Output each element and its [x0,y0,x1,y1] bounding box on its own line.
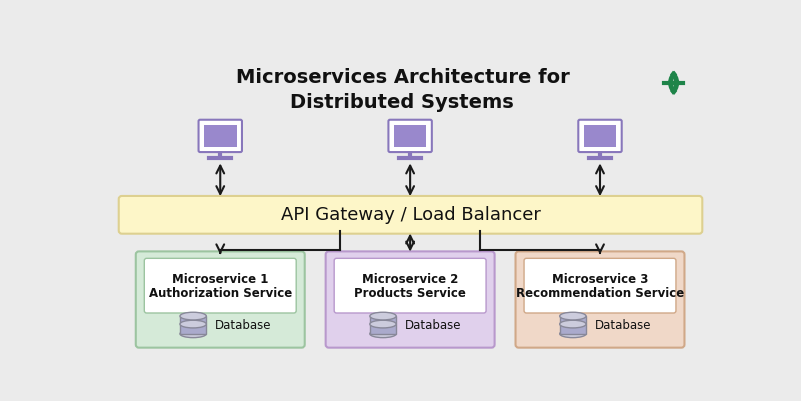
FancyBboxPatch shape [199,120,242,152]
FancyBboxPatch shape [334,258,486,313]
Ellipse shape [370,320,396,328]
Ellipse shape [560,320,586,328]
Text: Microservice 1: Microservice 1 [172,273,268,286]
Ellipse shape [180,330,207,338]
FancyBboxPatch shape [136,251,304,348]
Ellipse shape [370,330,396,338]
Text: Database: Database [405,319,461,332]
Ellipse shape [370,312,396,320]
FancyBboxPatch shape [119,196,702,234]
Text: Database: Database [594,319,651,332]
FancyBboxPatch shape [516,251,685,348]
Text: Database: Database [215,319,272,332]
Text: Products Service: Products Service [354,287,466,300]
Ellipse shape [560,330,586,338]
FancyBboxPatch shape [326,251,494,348]
FancyBboxPatch shape [524,258,676,313]
Ellipse shape [560,312,586,320]
Polygon shape [370,316,396,334]
Text: Authorization Service: Authorization Service [149,287,292,300]
FancyBboxPatch shape [578,120,622,152]
FancyBboxPatch shape [394,125,426,147]
Text: Microservices Architecture for: Microservices Architecture for [235,68,570,87]
FancyBboxPatch shape [388,120,432,152]
Text: Recommendation Service: Recommendation Service [516,287,684,300]
FancyBboxPatch shape [204,125,236,147]
FancyBboxPatch shape [144,258,296,313]
Text: Distributed Systems: Distributed Systems [291,93,514,111]
FancyBboxPatch shape [584,125,616,147]
Ellipse shape [180,312,207,320]
Ellipse shape [180,320,207,328]
Text: Microservice 2: Microservice 2 [362,273,458,286]
Text: API Gateway / Load Balancer: API Gateway / Load Balancer [280,206,541,224]
Polygon shape [560,316,586,334]
Polygon shape [180,316,207,334]
Text: Microservice 3: Microservice 3 [552,273,648,286]
